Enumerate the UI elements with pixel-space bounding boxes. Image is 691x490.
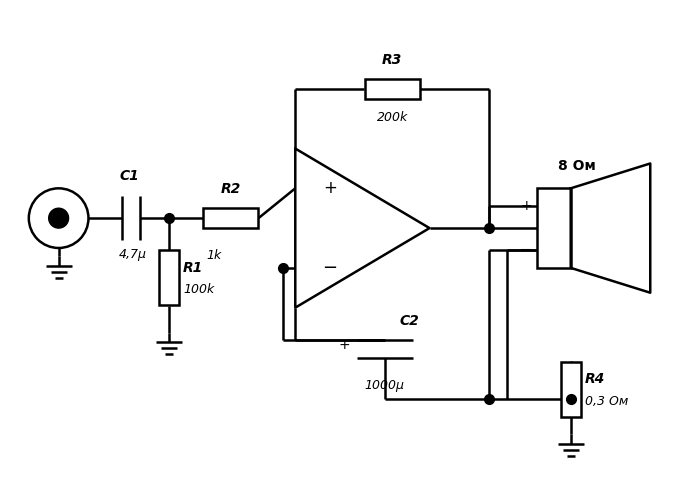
Text: −: − (323, 259, 338, 277)
Text: R3: R3 (382, 53, 402, 67)
Text: 8 Ом: 8 Ом (558, 159, 596, 173)
Text: +: + (339, 339, 350, 352)
Text: +: + (520, 199, 532, 213)
Text: −: − (518, 241, 532, 259)
Text: 1k: 1k (207, 249, 222, 263)
Text: 0,3 Ом: 0,3 Ом (585, 394, 628, 408)
Circle shape (48, 208, 68, 228)
Text: 4,7μ: 4,7μ (120, 248, 147, 261)
Text: R1: R1 (183, 261, 203, 275)
Bar (203, 208, 258, 228)
Text: +: + (323, 179, 337, 197)
Text: C1: C1 (120, 170, 139, 183)
Bar (537, 188, 571, 268)
Text: 200k: 200k (377, 111, 408, 124)
Text: R2: R2 (220, 182, 240, 196)
Text: 1000μ: 1000μ (365, 379, 405, 392)
Bar (561, 362, 580, 416)
Bar (365, 79, 419, 99)
Polygon shape (295, 148, 430, 308)
Text: C2: C2 (399, 314, 419, 327)
Bar (159, 250, 179, 305)
Polygon shape (571, 164, 650, 293)
Text: R4: R4 (585, 372, 605, 386)
Text: 100k: 100k (183, 283, 214, 296)
